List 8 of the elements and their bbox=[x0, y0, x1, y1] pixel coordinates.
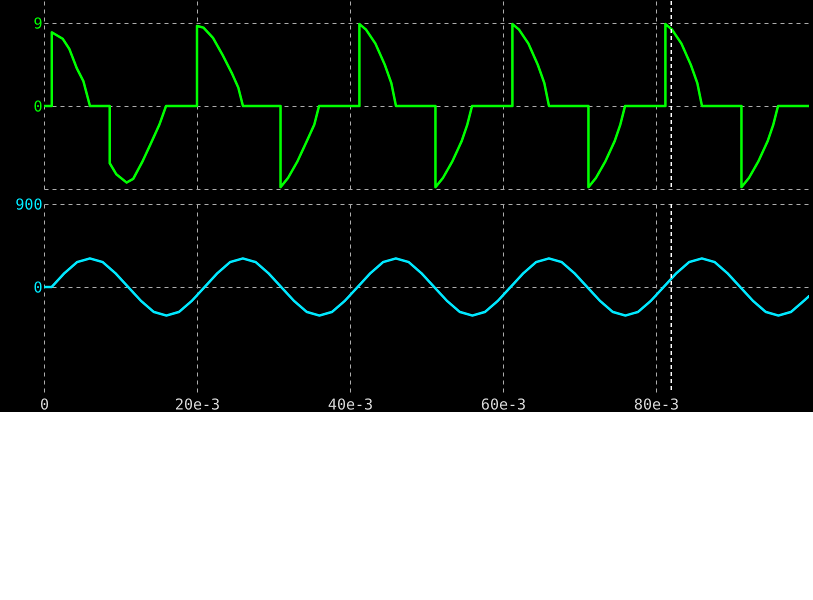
x-tick-label: 20e-3 bbox=[174, 396, 220, 414]
y-tick-label: 0 bbox=[33, 278, 42, 296]
x-tick-label: 60e-3 bbox=[480, 396, 526, 414]
y-tick-label: 9 bbox=[33, 14, 42, 33]
y-tick-label: 0 bbox=[33, 98, 42, 116]
x-tick-label: 40e-3 bbox=[328, 396, 374, 414]
y-tick-label: 900 bbox=[15, 196, 42, 214]
x-tick-label: 80e-3 bbox=[634, 396, 680, 414]
